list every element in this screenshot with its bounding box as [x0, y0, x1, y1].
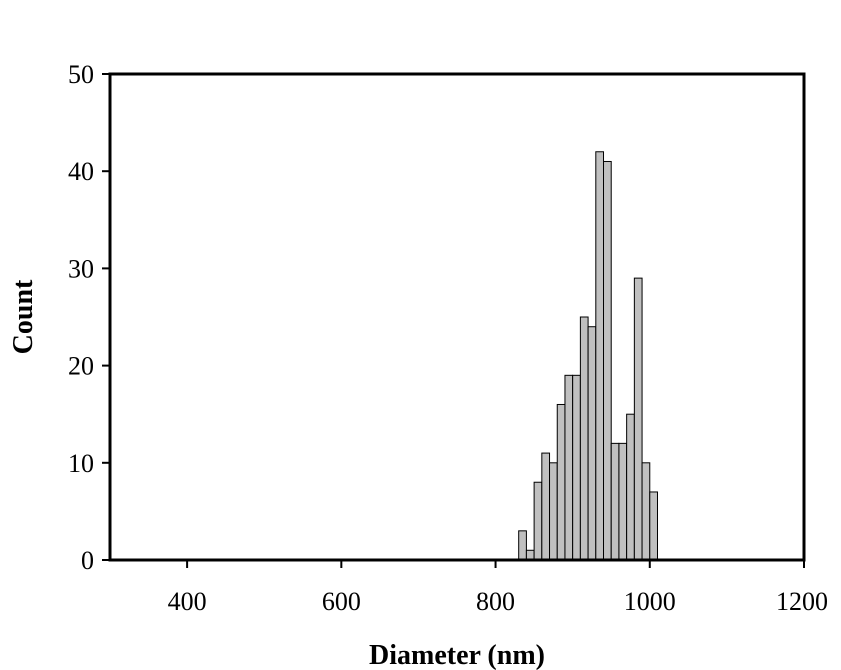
histogram-bar [641, 462, 651, 561]
histogram-bar [556, 403, 566, 561]
x-tick-label: 1200 [776, 587, 828, 616]
histogram-bar [633, 277, 643, 561]
histogram-bar [626, 413, 635, 561]
x-tick-label: 800 [476, 587, 515, 616]
y-axis-title: Count [8, 279, 39, 354]
histogram-bar [549, 462, 558, 561]
histogram-bar [541, 452, 551, 561]
y-tick-label: 50 [68, 60, 94, 89]
y-tick-label: 20 [68, 352, 94, 381]
y-tick-label: 40 [68, 157, 94, 186]
x-tick-label: 1000 [624, 587, 676, 616]
histogram-bar [595, 151, 605, 561]
bars-group [518, 151, 658, 561]
histogram-bar [564, 374, 574, 561]
x-axis-title: Diameter (nm) [369, 640, 545, 670]
histogram-bar [610, 442, 620, 561]
histogram-bar [518, 530, 527, 561]
histogram-bar [649, 491, 658, 561]
y-tick-label: 30 [68, 254, 94, 283]
x-tick-label: 600 [322, 587, 361, 616]
y-tick-label: 10 [68, 449, 94, 478]
x-tick-label: 400 [168, 587, 207, 616]
y-axis: 0 10 20 30 40 50 [68, 60, 110, 575]
plot-area-frame [108, 72, 806, 562]
histogram-bar [618, 442, 628, 561]
histogram-bar [579, 316, 589, 561]
histogram-bar [587, 326, 597, 561]
y-tick-label: 0 [81, 546, 94, 575]
x-axis: 400 600 800 1000 1200 [168, 560, 828, 616]
histogram-bar [572, 374, 581, 561]
histogram-bar [603, 160, 612, 561]
histogram-bar [533, 481, 543, 561]
